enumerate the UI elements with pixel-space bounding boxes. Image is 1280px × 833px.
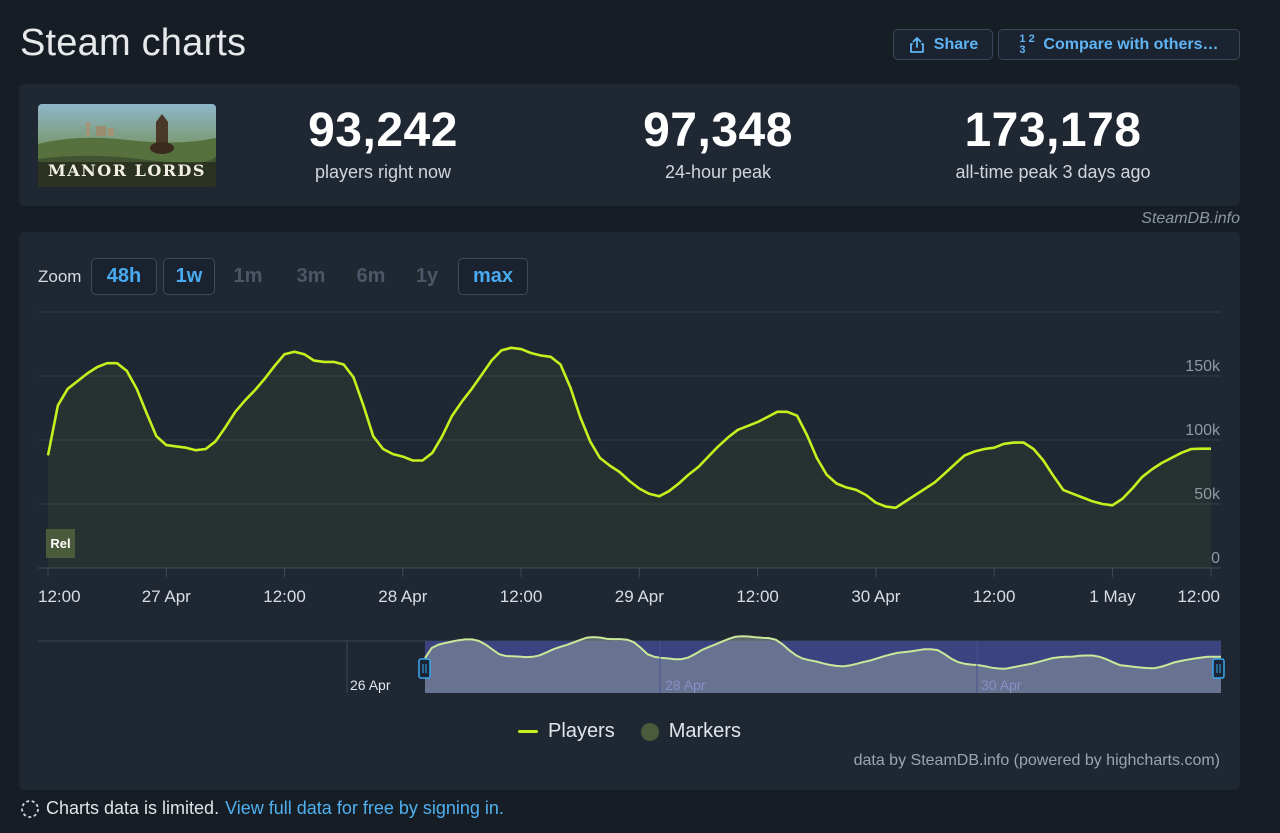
zoom-48h-button[interactable]: 48h <box>91 258 157 295</box>
stats-card: MANOR LORDS 93,242 players right now 97,… <box>19 84 1240 206</box>
current-players-value: 93,242 <box>308 104 458 157</box>
zoom-3m-button[interactable]: 3m <box>296 265 326 287</box>
zoom-max-button[interactable]: max <box>458 258 528 295</box>
limited-data-text: Charts data is limited. <box>46 798 220 818</box>
compare-button[interactable]: 1 2 3 Compare with others… <box>998 29 1240 60</box>
x-tick-label: 1 May <box>1089 587 1136 606</box>
x-tick-label: 29 Apr <box>615 587 664 606</box>
zoom-label: Zoom <box>38 267 82 286</box>
x-tick-label: 12:00 <box>38 587 81 606</box>
peak24-value: 97,348 <box>643 104 793 157</box>
game-thumbnail[interactable]: MANOR LORDS <box>38 104 216 187</box>
stat-alltime-peak: 173,178 all-time peak 3 days ago <box>903 106 1203 183</box>
zoom-1y-button[interactable]: 1y <box>415 265 439 287</box>
legend-players[interactable]: Players <box>518 720 615 743</box>
chart-gridlines <box>38 311 1221 569</box>
zoom-6m-button[interactable]: 6m <box>356 265 386 287</box>
share-icon <box>909 36 924 53</box>
alltime-peak-label: all-time peak 3 days ago <box>955 162 1151 182</box>
powered-by[interactable]: data by SteamDB.info (powered by highcha… <box>853 752 1220 769</box>
legend-markers[interactable]: Markers <box>640 720 741 743</box>
release-marker-box <box>46 529 75 558</box>
x-axis-ticks: 12:00 27 Apr 12:00 28 Apr 12:00 29 Apr 12:00 30… <box>38 568 1220 606</box>
navigator-label: 26 Apr <box>350 677 391 693</box>
y-axis-ticks: 0 50k 100k 150k <box>1185 358 1221 567</box>
page-title: Steam charts <box>20 22 247 64</box>
players-legend-swatch <box>518 730 539 733</box>
legend-markers-label: Markers <box>668 720 741 742</box>
game-logo: MANOR LORDS <box>48 161 206 180</box>
navigator-line <box>424 635 1221 670</box>
numbers-icon-text: 1 2 3 <box>1019 32 1035 56</box>
navigator-label: 28 Apr <box>665 677 706 693</box>
compare-label: Compare with others… <box>1043 35 1219 53</box>
players-line <box>46 346 1211 510</box>
release-marker-label: Rel <box>50 536 70 551</box>
release-marker[interactable]: Rel <box>46 529 75 558</box>
players-area <box>48 347 1211 568</box>
numbers-icon: 1 2 3 <box>1019 32 1035 56</box>
x-tick-label: 27 Apr <box>142 587 191 606</box>
x-tick-label: 12:00 <box>973 587 1016 606</box>
peak24-label: 24-hour peak <box>664 162 772 182</box>
x-tick-label: 12:00 <box>1177 587 1220 606</box>
limited-data-notice: Charts data is limited. View full data f… <box>20 798 504 819</box>
navigator-handle-right[interactable] <box>1212 658 1225 679</box>
x-tick-label: 12:00 <box>500 587 543 606</box>
game-thumbnail-art <box>38 104 216 187</box>
navigator-handle-left[interactable] <box>418 658 431 679</box>
x-tick-label: 12:00 <box>263 587 306 606</box>
dashed-circle-icon <box>21 799 39 818</box>
steamdb-credit[interactable]: SteamDB.info <box>1141 210 1240 227</box>
sign-in-link[interactable]: View full data for free by signing in. <box>225 798 504 818</box>
y-tick-label: 150k <box>1185 358 1221 375</box>
y-tick-label: 100k <box>1185 422 1221 439</box>
legend-players-label: Players <box>548 720 615 742</box>
y-tick-label: 0 <box>1211 550 1220 567</box>
navigator[interactable]: 26 Apr 28 Apr 30 Apr <box>38 635 1225 693</box>
zoom-1w-button[interactable]: 1w <box>163 258 215 295</box>
share-label: Share <box>933 35 979 53</box>
y-tick-label: 50k <box>1194 486 1221 503</box>
navigator-area <box>425 636 1221 693</box>
chart-card: Zoom 48h 1w 1m 3m 6m 1y max 0 50k 100k 150k… <box>19 232 1240 790</box>
alltime-peak-value: 173,178 <box>964 104 1142 157</box>
x-tick-label: 28 Apr <box>378 587 427 606</box>
share-button[interactable]: Share <box>893 29 993 60</box>
chart-legend: Players Markers <box>19 720 1240 743</box>
x-tick-label: 30 Apr <box>851 587 900 606</box>
navigator-label: 30 Apr <box>981 677 1022 693</box>
stat-24h-peak: 97,348 24-hour peak <box>568 106 868 183</box>
markers-legend-swatch <box>640 722 659 741</box>
current-players-label: players right now <box>314 162 452 182</box>
x-tick-label: 12:00 <box>736 587 779 606</box>
stat-current-players: 93,242 players right now <box>233 106 533 183</box>
zoom-1m-button[interactable]: 1m <box>233 265 263 287</box>
